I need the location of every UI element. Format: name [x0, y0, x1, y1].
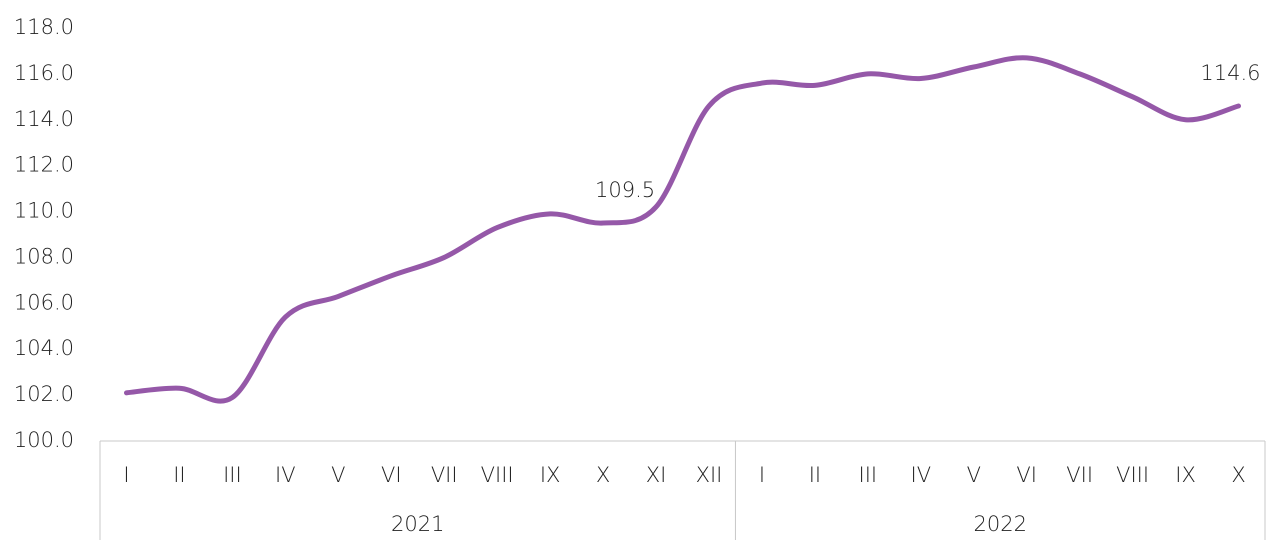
x-tick-label: II: [173, 463, 185, 487]
x-tick-label: II: [809, 463, 821, 487]
x-tick-label: VII: [1066, 463, 1093, 487]
y-tick-label: 104.0: [14, 336, 74, 360]
x-tick-label: IX: [1175, 463, 1196, 487]
x-tick-label: IV: [275, 463, 296, 487]
x-tick-label: VIII: [1116, 463, 1149, 487]
x-tick-label: V: [331, 463, 345, 487]
y-tick-label: 112.0: [14, 153, 74, 177]
y-tick-label: 100.0: [14, 428, 74, 452]
line: [123, 55, 1242, 404]
y-tick-label: 118.0: [14, 15, 74, 39]
x-tick-label: XII: [696, 463, 723, 487]
y-tick-label: 110.0: [14, 199, 74, 223]
y-tick-label: 108.0: [14, 244, 74, 268]
x-tick-label: I: [123, 463, 129, 487]
x-tick-label: V: [967, 463, 981, 487]
x-tick-label: XI: [646, 463, 667, 487]
y-tick-label: 102.0: [14, 382, 74, 406]
x-tick-label: III: [859, 463, 878, 487]
data-label: 114.6: [1200, 61, 1260, 85]
x-tick-label: I: [759, 463, 765, 487]
x-tick-label: VIII: [481, 463, 514, 487]
group-label: 2022: [974, 512, 1027, 536]
x-tick-label: X: [1231, 463, 1245, 487]
y-tick-label: 114.0: [14, 107, 74, 131]
x-tick-label: IX: [540, 463, 561, 487]
x-tick-label: VII: [431, 463, 458, 487]
x-tick-label: IV: [911, 463, 932, 487]
group-label: 2021: [391, 512, 444, 536]
y-tick-label: 116.0: [14, 61, 74, 85]
x-tick-label: VI: [1016, 463, 1037, 487]
x-tick-label: III: [223, 463, 242, 487]
data-label: 109.5: [595, 178, 655, 202]
x-tick-label: VI: [381, 463, 402, 487]
x-tick-label: X: [596, 463, 610, 487]
y-tick-label: 106.0: [14, 290, 74, 314]
